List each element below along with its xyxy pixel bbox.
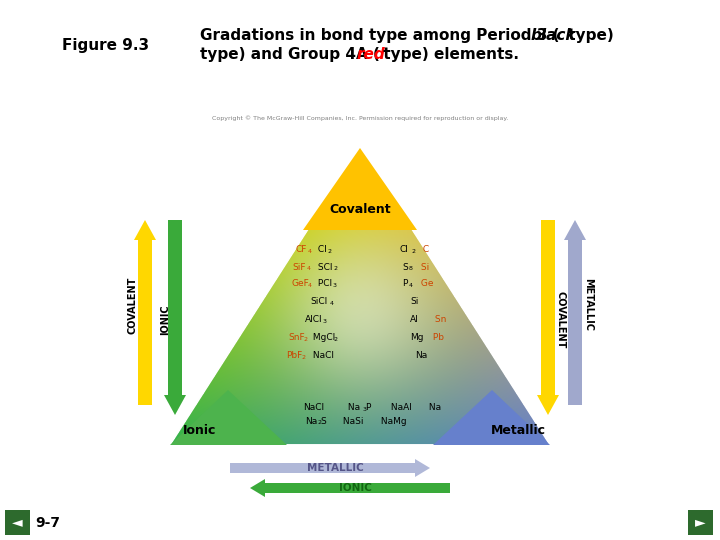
Text: SnF: SnF	[288, 334, 305, 342]
Text: Al: Al	[410, 315, 419, 325]
Text: PCl: PCl	[315, 280, 332, 288]
FancyArrow shape	[537, 220, 559, 415]
Bar	[5, 510, 30, 535]
Text: type) and Group 4A (: type) and Group 4A (	[200, 47, 380, 62]
Text: IONIC: IONIC	[338, 483, 372, 493]
Text: Si: Si	[410, 298, 418, 307]
Text: 2: 2	[411, 249, 415, 254]
Text: Sn: Sn	[432, 315, 446, 325]
Text: Gradations in bond type among Period 3 (: Gradations in bond type among Period 3 (	[200, 28, 559, 43]
Text: Cl: Cl	[400, 246, 409, 254]
Text: 4: 4	[330, 301, 334, 306]
Text: 4: 4	[409, 283, 413, 288]
Text: Na: Na	[415, 352, 427, 361]
Text: 2: 2	[318, 420, 322, 425]
Text: NaMg: NaMg	[378, 416, 407, 426]
Polygon shape	[433, 390, 550, 445]
FancyArrow shape	[134, 220, 156, 405]
Text: NaAl: NaAl	[388, 403, 412, 413]
Text: 2: 2	[334, 337, 338, 342]
Text: IONIC: IONIC	[160, 305, 170, 335]
FancyArrow shape	[164, 220, 186, 415]
Text: Na: Na	[305, 416, 318, 426]
Text: SiCl: SiCl	[310, 298, 328, 307]
Text: PbF: PbF	[286, 352, 302, 361]
Text: P: P	[365, 403, 370, 413]
Text: SiF: SiF	[292, 262, 305, 272]
Text: type) elements.: type) elements.	[378, 47, 519, 62]
Text: METALLIC: METALLIC	[583, 279, 593, 332]
Text: 2: 2	[333, 266, 337, 271]
Text: COVALENT: COVALENT	[128, 276, 138, 334]
Text: Figure 9.3: Figure 9.3	[62, 38, 149, 53]
Text: 3: 3	[363, 407, 367, 412]
Text: AlCl: AlCl	[305, 315, 323, 325]
FancyArrow shape	[564, 220, 586, 405]
Text: 4: 4	[307, 266, 311, 271]
Text: 4: 4	[308, 249, 312, 254]
Text: Cl: Cl	[315, 246, 327, 254]
Text: black: black	[531, 28, 577, 43]
Text: 2: 2	[301, 355, 305, 360]
FancyArrow shape	[250, 479, 450, 497]
Text: 8: 8	[409, 266, 413, 271]
Text: Mg: Mg	[410, 334, 423, 342]
Text: Ge: Ge	[418, 280, 433, 288]
Text: COVALENT: COVALENT	[555, 291, 565, 349]
Text: type): type)	[563, 28, 613, 43]
Text: Na: Na	[345, 403, 360, 413]
Text: 4: 4	[308, 283, 312, 288]
Text: NaSi: NaSi	[340, 416, 364, 426]
Text: Covalent: Covalent	[329, 203, 391, 216]
Text: Ionic: Ionic	[184, 423, 217, 436]
Text: S: S	[320, 416, 325, 426]
FancyArrow shape	[230, 459, 430, 477]
Polygon shape	[170, 390, 287, 445]
Text: S: S	[402, 262, 408, 272]
Bar	[688, 510, 713, 535]
Text: Si: Si	[418, 262, 429, 272]
Text: Na: Na	[426, 403, 441, 413]
Text: MgCl: MgCl	[310, 334, 336, 342]
Text: SCl: SCl	[315, 262, 333, 272]
Text: 3: 3	[333, 283, 337, 288]
Polygon shape	[303, 148, 417, 230]
Text: NaCl: NaCl	[310, 352, 334, 361]
Text: ►: ►	[695, 515, 706, 529]
Text: ◄: ◄	[12, 515, 22, 529]
Text: Metallic: Metallic	[490, 423, 546, 436]
Text: C: C	[420, 246, 429, 254]
Text: red: red	[357, 47, 386, 62]
Text: P: P	[402, 280, 408, 288]
Text: Pb: Pb	[430, 334, 444, 342]
Text: 2: 2	[303, 337, 307, 342]
Text: NaCl: NaCl	[303, 403, 324, 413]
Text: 3: 3	[323, 319, 327, 324]
Text: Copyright © The McGraw-Hill Companies, Inc. Permission required for reproduction: Copyright © The McGraw-Hill Companies, I…	[212, 115, 508, 120]
Text: 9-7: 9-7	[35, 516, 60, 530]
Text: 2: 2	[327, 249, 331, 254]
Text: CF: CF	[295, 246, 307, 254]
Text: METALLIC: METALLIC	[307, 463, 364, 473]
Text: GeF: GeF	[291, 280, 309, 288]
